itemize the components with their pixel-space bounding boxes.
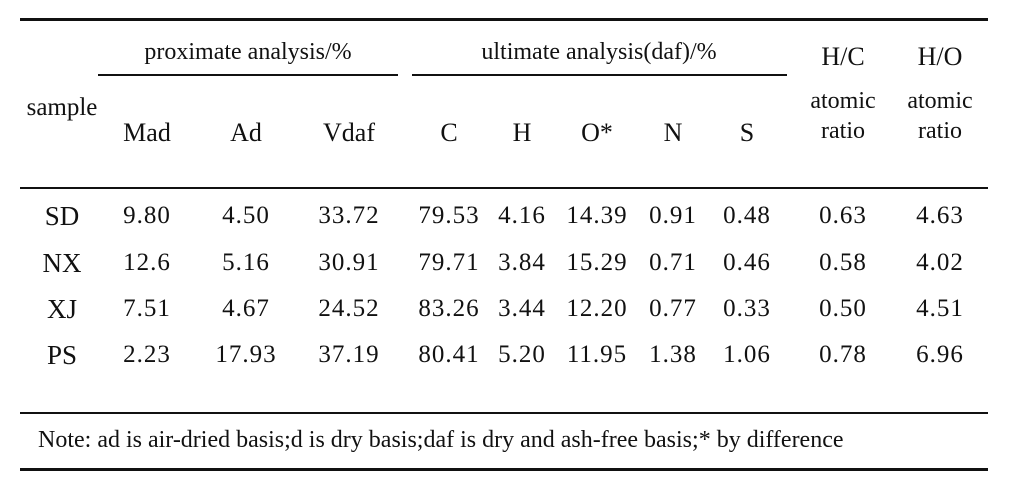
cell-hc: 0.63: [819, 202, 867, 229]
table-note: Note: ad is air-dried basis;d is dry bas…: [38, 427, 844, 453]
cell-o: 12.20: [566, 295, 628, 322]
cell-o: 15.29: [566, 249, 628, 276]
cell-mad: 2.23: [123, 341, 171, 368]
cell-vdaf: 30.91: [318, 249, 380, 276]
cell-s: 1.06: [723, 341, 771, 368]
cell-sample: SD: [44, 201, 80, 231]
cell-c: 79.53: [418, 202, 480, 229]
cell-c: 79.71: [418, 249, 480, 276]
cell-n: 0.91: [649, 202, 697, 229]
cell-ho: 4.51: [916, 295, 964, 322]
cell-s: 0.48: [723, 202, 771, 229]
ho-line1: H/O: [917, 42, 963, 71]
cell-n: 0.71: [649, 249, 697, 276]
cell-ho: 4.02: [916, 249, 964, 276]
proximate-underline: [98, 74, 398, 76]
body-bottom-rule: [20, 412, 988, 414]
cell-ho: 4.63: [916, 202, 964, 229]
cell-sample: XJ: [46, 294, 78, 324]
bottom-rule: [20, 468, 988, 471]
top-rule: [20, 18, 988, 21]
cell-h: 5.20: [498, 341, 546, 368]
cell-ad: 5.16: [222, 249, 270, 276]
cell-sample: PS: [46, 340, 78, 370]
cell-s: 0.33: [723, 295, 771, 322]
col-header-hc-ratio: H/C atomic ratio: [810, 42, 875, 146]
ho-line3: ratio: [918, 118, 962, 144]
cell-o: 14.39: [566, 202, 628, 229]
cell-hc: 0.78: [819, 341, 867, 368]
col-header-mad: Mad: [123, 118, 171, 147]
cell-c: 83.26: [418, 295, 480, 322]
col-header-sample: sample: [26, 94, 98, 121]
cell-sample: NX: [42, 248, 82, 278]
col-header-ho-ratio: H/O atomic ratio: [907, 42, 972, 146]
col-header-ad: Ad: [230, 118, 262, 147]
proximate-group-header: proximate analysis/%: [144, 39, 352, 65]
cell-h: 3.84: [498, 249, 546, 276]
hc-line2: atomic: [810, 88, 876, 114]
col-header-h: H: [512, 118, 532, 147]
col-header-vdaf: Vdaf: [323, 118, 375, 147]
cell-mad: 9.80: [123, 202, 171, 229]
cell-hc: 0.50: [819, 295, 867, 322]
cell-o: 11.95: [566, 341, 628, 368]
cell-ad: 4.67: [222, 295, 270, 322]
cell-mad: 12.6: [123, 249, 171, 276]
cell-vdaf: 24.52: [318, 295, 380, 322]
cell-vdaf: 37.19: [318, 341, 380, 368]
cell-hc: 0.58: [819, 249, 867, 276]
cell-ad: 4.50: [222, 202, 270, 229]
col-header-n: N: [663, 118, 683, 147]
cell-ho: 6.96: [916, 341, 964, 368]
cell-ad: 17.93: [215, 341, 277, 368]
cell-s: 0.46: [723, 249, 771, 276]
hc-line3: ratio: [821, 118, 865, 144]
cell-vdaf: 33.72: [318, 202, 380, 229]
col-header-o: O*: [581, 118, 613, 147]
cell-c: 80.41: [418, 341, 480, 368]
cell-h: 3.44: [498, 295, 546, 322]
cell-n: 1.38: [649, 341, 697, 368]
cell-h: 4.16: [498, 202, 546, 229]
ultimate-underline: [412, 74, 787, 76]
hc-line1: H/C: [821, 42, 865, 71]
col-header-s: S: [739, 118, 755, 147]
col-header-c: C: [440, 118, 458, 147]
cell-n: 0.77: [649, 295, 697, 322]
header-bottom-rule: [20, 187, 988, 189]
ultimate-group-header: ultimate analysis(daf)/%: [481, 39, 717, 65]
ho-line2: atomic: [907, 88, 973, 114]
cell-mad: 7.51: [123, 295, 171, 322]
